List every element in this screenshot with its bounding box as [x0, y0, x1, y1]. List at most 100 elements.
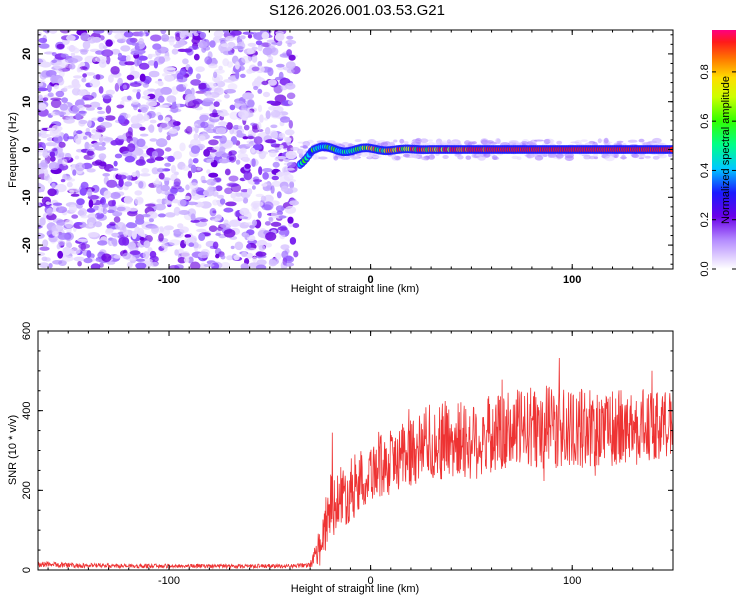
heatmap-cell — [52, 202, 63, 206]
heatmap-cell — [251, 54, 258, 63]
heatmap-cell — [88, 143, 93, 149]
heatmap-cell — [534, 155, 544, 161]
heatmap-cell — [82, 40, 91, 50]
heatmap-cell — [52, 230, 60, 237]
heatmap-cell — [130, 50, 140, 56]
heatmap-cell — [278, 215, 287, 219]
heatmap-cell — [242, 232, 250, 238]
heatmap-cell — [38, 31, 43, 37]
heatmap-cell — [61, 87, 68, 93]
heatmap-cell — [143, 114, 150, 122]
heatmap-cell — [179, 142, 186, 152]
heatmap-cell — [208, 172, 219, 178]
heatmap-cell — [73, 256, 85, 262]
heatmap-cell — [38, 82, 44, 87]
heatmap-cell — [262, 168, 273, 173]
heatmap-cell — [285, 167, 295, 171]
heatmap-cell — [74, 155, 80, 160]
heatmap-cell — [203, 263, 215, 268]
heatmap-cell — [157, 213, 166, 218]
heatmap-cell — [70, 52, 76, 57]
heatmap-cell — [188, 45, 200, 51]
heatmap-cell — [254, 181, 260, 185]
heatmap-cell — [156, 198, 163, 203]
heatmap-cell — [262, 151, 268, 155]
heatmap-cell — [149, 119, 157, 124]
heatmap-cell — [184, 195, 191, 200]
heatmap-cell — [360, 152, 368, 158]
heatmap-cell — [265, 110, 271, 119]
heatmap-cell — [639, 153, 646, 159]
heatmap-cell — [105, 89, 116, 96]
heatmap-cell — [99, 198, 105, 204]
heatmap-cell — [132, 71, 140, 77]
heatmap-cell — [270, 124, 278, 129]
heatmap-cell — [475, 153, 484, 157]
heatmap-cell — [203, 149, 211, 157]
heatmap-cell — [442, 155, 449, 159]
heatmap-cell — [272, 161, 280, 168]
heatmap-cell — [60, 53, 69, 58]
heatmap-cell — [97, 116, 105, 123]
heatmap-cell — [69, 63, 76, 70]
heatmap-cell — [184, 234, 192, 238]
heatmap-cell — [235, 71, 240, 80]
heatmap-cell — [247, 99, 255, 108]
heatmap-cell — [187, 100, 200, 109]
heatmap-cell — [223, 47, 233, 52]
heatmap-cell — [105, 55, 111, 65]
heatmap-cell — [403, 141, 409, 145]
heatmap-cell — [57, 77, 65, 86]
heatmap-cell — [257, 88, 263, 94]
heatmap-cell — [255, 40, 263, 46]
heatmap-cell — [157, 95, 165, 103]
heatmap-cell — [230, 192, 237, 199]
colorbar-tick-label: 0.8 — [699, 64, 711, 79]
heatmap-cell — [247, 34, 253, 39]
heatmap-cell — [89, 101, 101, 108]
heatmap-cell — [39, 71, 47, 80]
heatmap-cell — [154, 80, 163, 84]
colorbar-tick-label: 0.6 — [699, 114, 711, 129]
heatmap-cell — [103, 137, 114, 142]
heatmap-cell — [58, 141, 66, 148]
heatmap-cell — [46, 207, 54, 216]
heatmap-cell — [188, 66, 193, 75]
heatmap-cell — [167, 155, 175, 163]
heatmap-cell — [179, 30, 190, 38]
heatmap-cell — [101, 203, 109, 208]
heatmap-cell — [419, 138, 429, 143]
heatmap-cell — [264, 221, 271, 226]
heatmap-cell — [271, 180, 282, 187]
heatmap-cell — [42, 239, 49, 248]
heatmap-cell — [247, 136, 255, 140]
heatmap-cell — [78, 119, 88, 125]
heatmap-cell — [149, 138, 158, 142]
heatmap-cell — [162, 177, 171, 181]
heatmap-cell — [50, 74, 57, 84]
heatmap-cell — [190, 79, 202, 86]
heatmap-cell — [570, 141, 580, 144]
heatmap-cell — [150, 34, 162, 42]
heatmap-cell — [273, 84, 283, 94]
heatmap-cell — [160, 86, 173, 95]
heatmap-cell — [149, 250, 157, 259]
heatmap-cell — [139, 73, 146, 82]
heatmap-cell — [68, 105, 80, 114]
spectrogram-cells — [38, 30, 673, 269]
heatmap-cell — [161, 34, 170, 42]
heatmap-cell — [215, 185, 223, 192]
heatmap-cell — [135, 218, 145, 225]
heatmap-cell — [55, 90, 65, 98]
heatmap-cell — [38, 43, 50, 49]
heatmap-cell — [75, 162, 86, 172]
heatmap-cell — [287, 216, 294, 224]
y-tick-label: 600 — [21, 322, 33, 340]
heatmap-cell — [63, 133, 69, 142]
heatmap-cell — [130, 122, 143, 129]
heatmap-cell — [257, 211, 262, 219]
heatmap-cell — [173, 150, 183, 160]
heatmap-cell — [241, 251, 248, 257]
x-tick-label: -100 — [158, 274, 180, 286]
heatmap-cell — [250, 122, 256, 126]
